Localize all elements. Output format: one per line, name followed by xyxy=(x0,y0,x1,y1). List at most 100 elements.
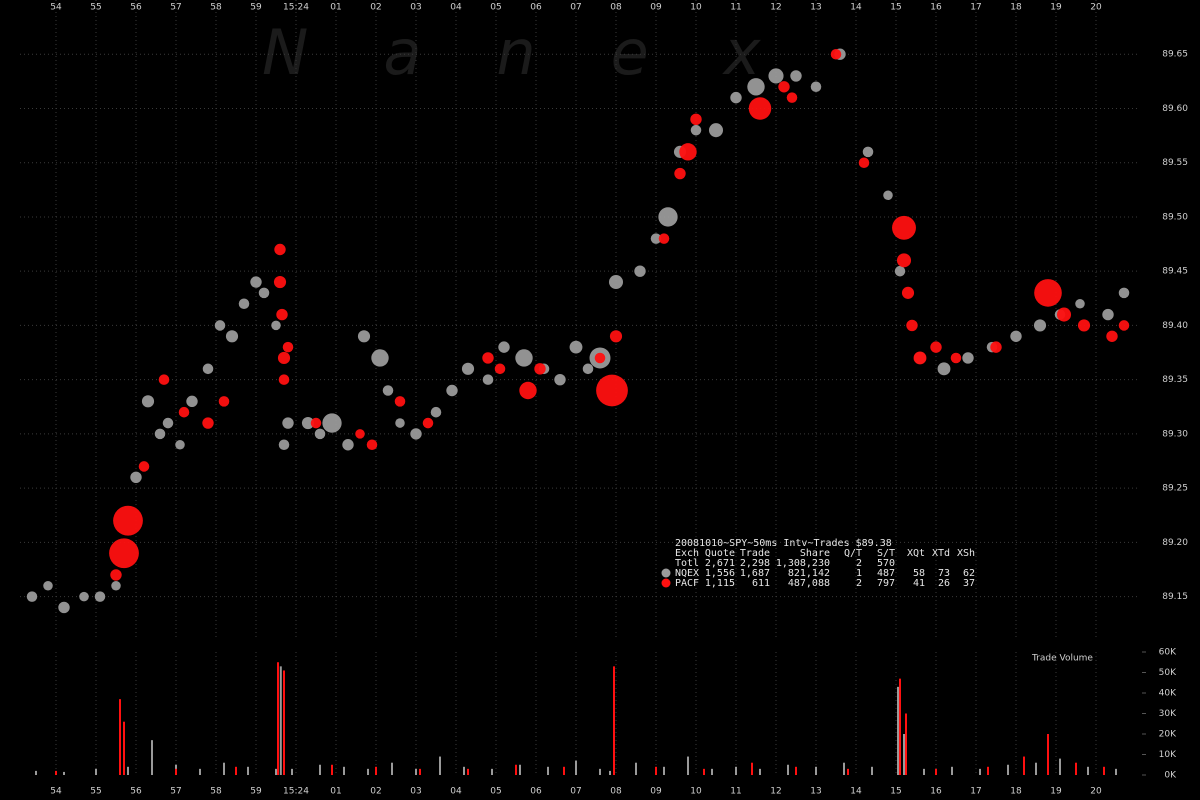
trade-dot xyxy=(277,351,291,365)
volume-bar xyxy=(1047,734,1049,775)
chart-title: Trade Volume xyxy=(1031,654,1093,664)
stats-cell: 2 xyxy=(856,558,862,569)
x-tick-label: 20 xyxy=(1090,787,1102,797)
volume-bar xyxy=(467,768,469,775)
x-tick-label: 59 xyxy=(250,787,262,797)
volume-bar xyxy=(279,666,282,775)
volume-bar xyxy=(1087,766,1089,775)
x-tick-label: 19 xyxy=(1050,3,1062,13)
x-tick-label: 20 xyxy=(1090,3,1102,13)
trade-dot xyxy=(310,417,322,429)
y-tick-label: 20K xyxy=(1159,730,1177,740)
volume-bar xyxy=(283,670,285,775)
stats-cell: 58 xyxy=(913,568,925,579)
volume-bar xyxy=(175,768,177,775)
x-tick-label: 04 xyxy=(450,3,462,13)
x-tick-label: 14 xyxy=(850,3,862,13)
volume-bar xyxy=(703,768,705,775)
trade-dot xyxy=(113,505,143,536)
watermark: Nanex xyxy=(262,16,836,89)
trade-dot xyxy=(658,233,670,244)
x-tick-label: 09 xyxy=(650,3,662,13)
trade-dot xyxy=(273,275,287,289)
trade-dot xyxy=(357,330,371,343)
stats-cell: 611 xyxy=(752,578,770,589)
volume-bar xyxy=(687,756,689,775)
volume-bar xyxy=(1007,764,1009,775)
volume-bar xyxy=(367,768,369,775)
trade-dot xyxy=(110,569,122,581)
x-tick-label: 04 xyxy=(450,787,462,797)
x-tick-label: 18 xyxy=(1010,3,1022,13)
x-tick-label: 06 xyxy=(530,3,542,13)
stats-column: Share xyxy=(800,548,830,559)
volume-bar xyxy=(987,766,989,775)
stats-cell: 2 xyxy=(856,578,862,589)
trade-dot xyxy=(883,190,893,201)
trade-dot xyxy=(569,340,583,354)
trade-dot xyxy=(225,330,239,343)
trade-dot xyxy=(690,124,702,136)
trade-dot xyxy=(274,243,286,256)
x-tick-label: 03 xyxy=(410,3,421,13)
y-tick-label: 60K xyxy=(1159,648,1177,658)
volume-bar xyxy=(655,766,657,775)
volume-bar xyxy=(897,686,899,775)
x-tick-label: 11 xyxy=(730,3,741,13)
volume-bar xyxy=(415,768,417,775)
trade-dot xyxy=(515,349,533,367)
x-tick-label: 16 xyxy=(930,787,942,797)
trade-dot xyxy=(1034,279,1062,307)
stats-cell: 2,298 xyxy=(740,558,770,569)
trade-dot xyxy=(674,167,686,180)
trade-dot xyxy=(790,70,802,82)
trade-dot xyxy=(366,439,378,451)
volume-bar xyxy=(759,768,761,775)
trade-dot xyxy=(608,275,624,290)
trade-dot xyxy=(355,429,365,439)
x-tick-label: 10 xyxy=(690,787,702,797)
volume-bar xyxy=(419,768,421,775)
trade-dot xyxy=(278,439,290,451)
legend-label: NQEX xyxy=(675,568,699,579)
x-tick-label: 15 xyxy=(890,787,901,797)
x-tick-label: 15:24 xyxy=(283,787,309,797)
trade-dot xyxy=(410,428,422,440)
trade-dot xyxy=(482,352,494,364)
legend-label: PACF xyxy=(675,578,699,589)
x-tick-label: 06 xyxy=(530,787,542,797)
trade-dot xyxy=(446,384,458,397)
x-tick-label: 58 xyxy=(210,3,222,13)
volume-bar xyxy=(899,678,901,775)
y-tick-label: 30K xyxy=(1159,709,1177,719)
x-tick-label: 19 xyxy=(1050,787,1062,797)
volume-bar xyxy=(95,768,97,775)
trade-dot xyxy=(690,113,702,126)
x-tick-label: 15:24 xyxy=(283,3,309,13)
x-tick-label: 54 xyxy=(50,787,62,797)
x-tick-label: 03 xyxy=(410,787,421,797)
x-tick-label: 13 xyxy=(810,3,821,13)
trade-dot xyxy=(58,601,70,614)
volume-bar xyxy=(1103,766,1105,775)
y-tick-label: 89.30 xyxy=(1162,429,1188,439)
trade-dot xyxy=(778,81,790,93)
trade-dot xyxy=(271,320,281,331)
volume-bar xyxy=(1035,762,1037,775)
stats-column: Q/T xyxy=(844,548,862,559)
stats-cell: 1,687 xyxy=(740,568,770,579)
volume-bar xyxy=(247,766,249,775)
volume-bar xyxy=(547,766,549,775)
stats-column: Exch xyxy=(675,548,699,559)
volume-bar xyxy=(235,766,237,775)
x-tick-label: 05 xyxy=(490,787,501,797)
y-tick-label: 89.40 xyxy=(1162,321,1188,331)
trade-dot xyxy=(901,286,915,299)
trade-dot xyxy=(322,413,342,433)
volume-bar xyxy=(275,768,277,775)
volume-bar xyxy=(905,713,907,775)
trade-dot xyxy=(342,439,354,451)
stats-cell: 797 xyxy=(877,578,895,589)
